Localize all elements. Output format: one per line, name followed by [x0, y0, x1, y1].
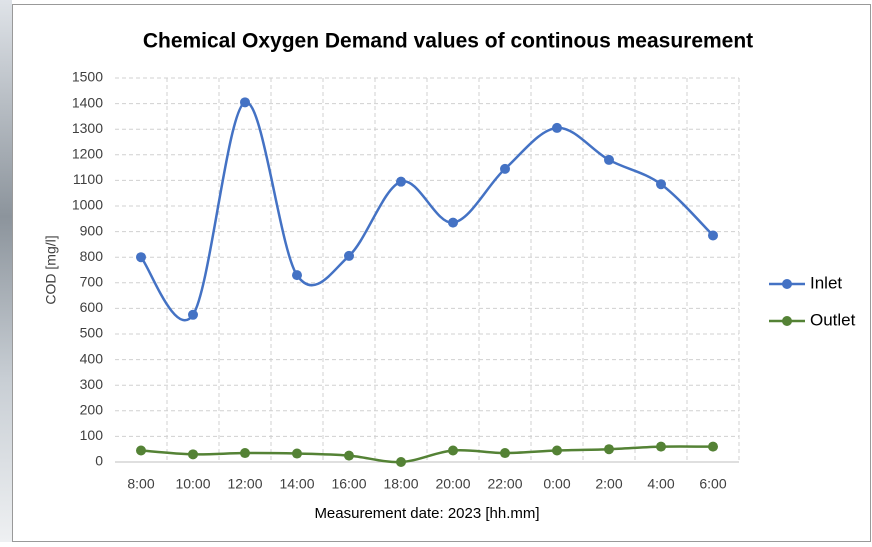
data-point — [552, 123, 562, 133]
y-tick-label: 100 — [80, 427, 104, 443]
x-tick-label: 10:00 — [175, 476, 210, 492]
data-point — [188, 310, 198, 320]
data-point — [448, 218, 458, 228]
data-point — [136, 445, 146, 455]
y-tick-label: 1300 — [72, 120, 103, 136]
chart-title: Chemical Oxygen Demand values of contino… — [143, 30, 753, 53]
y-tick-label: 600 — [80, 299, 104, 315]
data-point — [292, 270, 302, 280]
x-tick-label: 14:00 — [279, 476, 314, 492]
y-tick-label: 0 — [95, 453, 103, 469]
data-point — [656, 442, 666, 452]
y-tick-label: 900 — [80, 222, 104, 238]
data-point — [656, 179, 666, 189]
data-point — [292, 449, 302, 459]
y-tick-label: 1500 — [72, 69, 103, 85]
x-tick-label: 0:00 — [543, 476, 570, 492]
y-tick-label: 1400 — [72, 94, 103, 110]
x-tick-label: 4:00 — [647, 476, 674, 492]
data-point — [396, 177, 406, 187]
data-point — [344, 451, 354, 461]
chart: Chemical Oxygen Demand values of contino… — [0, 0, 872, 542]
y-tick-label: 700 — [80, 274, 104, 290]
data-point — [604, 444, 614, 454]
data-point — [708, 230, 718, 240]
y-tick-label: 1200 — [72, 146, 103, 162]
x-tick-label: 6:00 — [699, 476, 726, 492]
chart-frame — [13, 5, 871, 542]
y-tick-label: 200 — [80, 402, 104, 418]
x-tick-label: 18:00 — [383, 476, 418, 492]
x-axis-label: Measurement date: 2023 [hh.mm] — [314, 505, 539, 522]
data-point — [604, 155, 614, 165]
y-tick-label: 1000 — [72, 197, 103, 213]
x-tick-label: 8:00 — [127, 476, 154, 492]
x-tick-label: 22:00 — [487, 476, 522, 492]
legend-label: Inlet — [810, 273, 842, 292]
x-tick-label: 2:00 — [595, 476, 622, 492]
data-point — [136, 252, 146, 262]
y-axis-label: COD [mg/l] — [43, 235, 59, 304]
y-tick-label: 1100 — [73, 171, 103, 187]
y-tick-label: 300 — [80, 376, 104, 392]
x-tick-label: 16:00 — [331, 476, 366, 492]
data-point — [396, 457, 406, 467]
x-tick-label: 12:00 — [227, 476, 262, 492]
data-point — [552, 445, 562, 455]
x-tick-label: 20:00 — [435, 476, 470, 492]
data-point — [708, 442, 718, 452]
data-point — [344, 251, 354, 261]
background-photo — [0, 0, 12, 542]
data-point — [240, 97, 250, 107]
legend-marker — [782, 316, 792, 326]
data-point — [500, 448, 510, 458]
legend-label: Outlet — [810, 310, 856, 329]
y-tick-label: 400 — [80, 350, 104, 366]
page: {"chart_data": {"type": "line", "title":… — [0, 0, 872, 542]
legend-marker — [782, 279, 792, 289]
data-point — [500, 164, 510, 174]
data-point — [188, 449, 198, 459]
y-tick-label: 500 — [80, 325, 104, 341]
data-point — [240, 448, 250, 458]
y-tick-label: 800 — [80, 248, 104, 264]
data-point — [448, 445, 458, 455]
